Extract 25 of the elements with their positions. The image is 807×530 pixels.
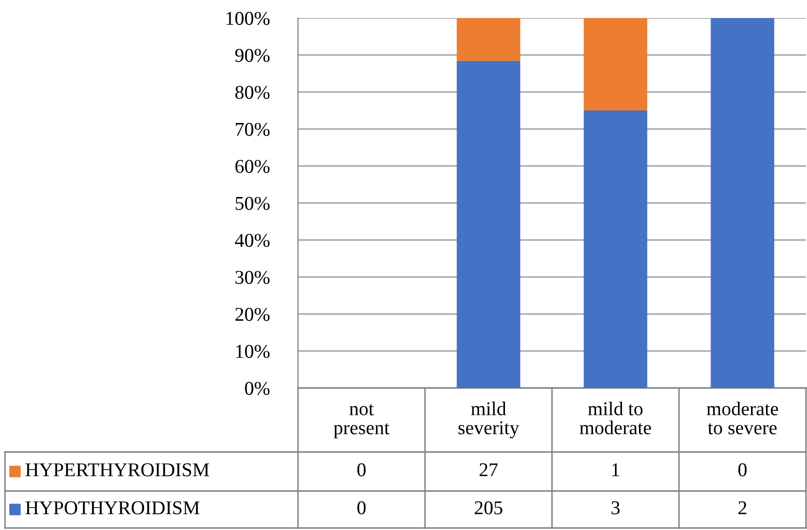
text: 3 — [612, 501, 620, 514]
text: 1 — [612, 463, 620, 476]
text: 0 — [738, 463, 747, 476]
y-tick-label: 30% — [236, 270, 270, 284]
y-tick-label: 10% — [236, 344, 270, 358]
text: 2 — [738, 501, 746, 514]
x-tick-label: mild severity — [458, 402, 520, 438]
x-tick-label: moderate to severe — [706, 402, 778, 434]
y-tick-label: 60% — [235, 160, 270, 173]
y-tick-label: 100% — [226, 12, 270, 25]
x-tick-label: mild to moderate — [580, 402, 651, 434]
y-tick-label: 0% — [245, 382, 270, 395]
x-tick-label: not present — [334, 404, 390, 438]
y-tick-label: 40% — [234, 234, 270, 247]
text: 27 — [480, 463, 498, 476]
legend-label: HYPOTHYROIDISM — [26, 501, 200, 514]
text: 0 — [357, 463, 366, 476]
y-tick-label: 70% — [236, 122, 270, 136]
y-tick-label: 50% — [236, 196, 270, 210]
y-tick-label: 80% — [235, 86, 270, 99]
legend-label: HYPERTHYROIDISM — [26, 463, 210, 476]
y-tick-label: 90% — [235, 48, 270, 62]
y-tick-label: 20% — [235, 308, 270, 321]
text: 0 — [357, 501, 366, 514]
text: 205 — [474, 501, 502, 514]
